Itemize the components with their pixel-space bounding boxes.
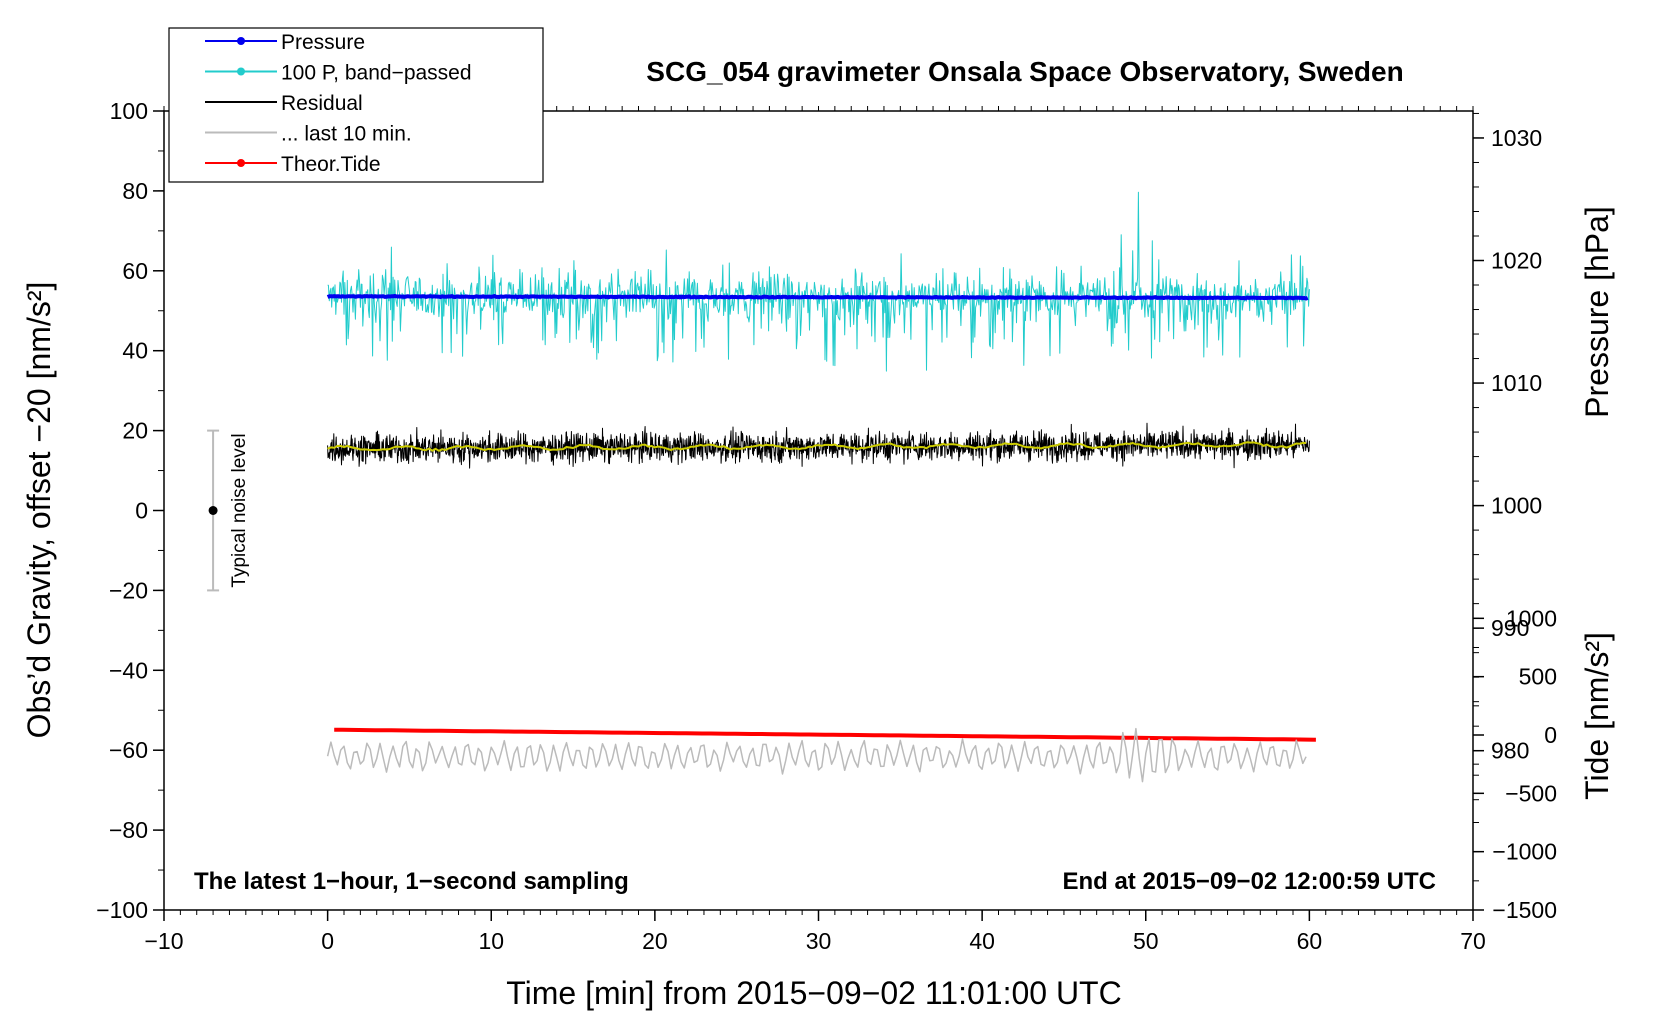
x-tick-label-1: 0 — [321, 928, 334, 954]
y-tick-label-2: 60 — [122, 258, 148, 284]
y-tick-label-9: −80 — [109, 817, 148, 843]
y-axis-title-tide: Tide [nm/s²] — [1579, 632, 1615, 800]
tide-tick-label-4: −1000 — [1492, 839, 1557, 865]
series-layer — [326, 191, 1316, 783]
series-last10min-line — [326, 727, 1307, 783]
tide-tick-label-0: 1000 — [1506, 605, 1557, 631]
pressure-tick-label-1: 1020 — [1491, 248, 1542, 274]
x-tick-label-7: 60 — [1297, 928, 1323, 954]
legend-label-0: Pressure — [281, 31, 365, 54]
legend-marker-0 — [237, 37, 245, 45]
y-tick-label-7: −40 — [109, 657, 148, 683]
y-axis-title-left: Obs’d Gravity, offset −20 [nm/s²] — [21, 282, 57, 739]
x-axis-title: Time [min] from 2015−09−02 11:01:00 UTC — [506, 975, 1121, 1011]
note-left: The latest 1−hour, 1−second sampling — [194, 868, 629, 895]
note-right: End at 2015−09−02 12:00:59 UTC — [1062, 868, 1436, 895]
legend-label-3: ... last 10 min. — [281, 123, 412, 146]
y-axis-title-pressure: Pressure [hPa] — [1579, 206, 1615, 418]
y-tick-label-1: 80 — [122, 178, 148, 204]
y-tick-label-0: 100 — [110, 98, 148, 124]
pressure-tick-label-5: 980 — [1491, 738, 1529, 764]
plot-area — [164, 111, 1473, 910]
x-tick-label-0: −10 — [144, 928, 183, 954]
series-tide-line — [334, 727, 1316, 742]
noise-label: Typical noise level — [229, 433, 250, 587]
axes-layer: −10 0 10 20 30 40 50 60 70100806040200−20−40−60−… — [96, 98, 1557, 954]
y-tick-label-10: −100 — [96, 897, 148, 923]
tide-tick-label-1: 500 — [1519, 664, 1557, 690]
pressure-tick-label-0: 1030 — [1491, 125, 1542, 151]
x-tick-label-2: 10 — [478, 928, 504, 954]
x-tick-label-6: 50 — [1133, 928, 1159, 954]
pressure-tick-label-4: 990 — [1491, 615, 1529, 641]
series-pressure-line — [326, 294, 1309, 301]
pressure-tick-label-3: 1000 — [1491, 493, 1542, 519]
tide-tick-label-3: −500 — [1505, 780, 1557, 806]
series-bandpassed-line — [327, 191, 1310, 372]
x-tick-label-5: 40 — [969, 928, 995, 954]
x-tick-label-4: 30 — [806, 928, 832, 954]
legend: Pressure 100 P, band−passed Residual ... la… — [168, 27, 544, 183]
x-tick-label-8: 70 — [1460, 928, 1486, 954]
noise-bar-center-dot — [208, 506, 218, 515]
series-residual-smoothed-line — [327, 441, 1307, 452]
x-tick-label-3: 20 — [642, 928, 668, 954]
y-tick-label-8: −60 — [109, 737, 148, 763]
legend-box — [168, 27, 544, 183]
y-tick-label-5: 0 — [135, 498, 148, 524]
legend-label-4: Theor.Tide — [281, 153, 381, 176]
legend-marker-1 — [237, 67, 245, 76]
tide-tick-label-5: −1500 — [1492, 897, 1557, 923]
chart-title: SCG_054 gravimeter Onsala Space Observat… — [646, 56, 1403, 87]
y-tick-label-4: 20 — [122, 418, 148, 444]
legend-marker-4 — [237, 159, 245, 167]
y-tick-label-6: −20 — [109, 577, 148, 603]
pressure-tick-label-2: 1010 — [1491, 370, 1542, 396]
legend-label-1: 100 P, band−passed — [281, 62, 472, 85]
y-tick-label-3: 40 — [122, 338, 148, 364]
tide-tick-label-2: 0 — [1544, 722, 1557, 748]
noise-bar: Typical noise level — [207, 429, 250, 592]
plot-background — [164, 111, 1473, 910]
legend-label-2: Residual — [281, 92, 363, 115]
